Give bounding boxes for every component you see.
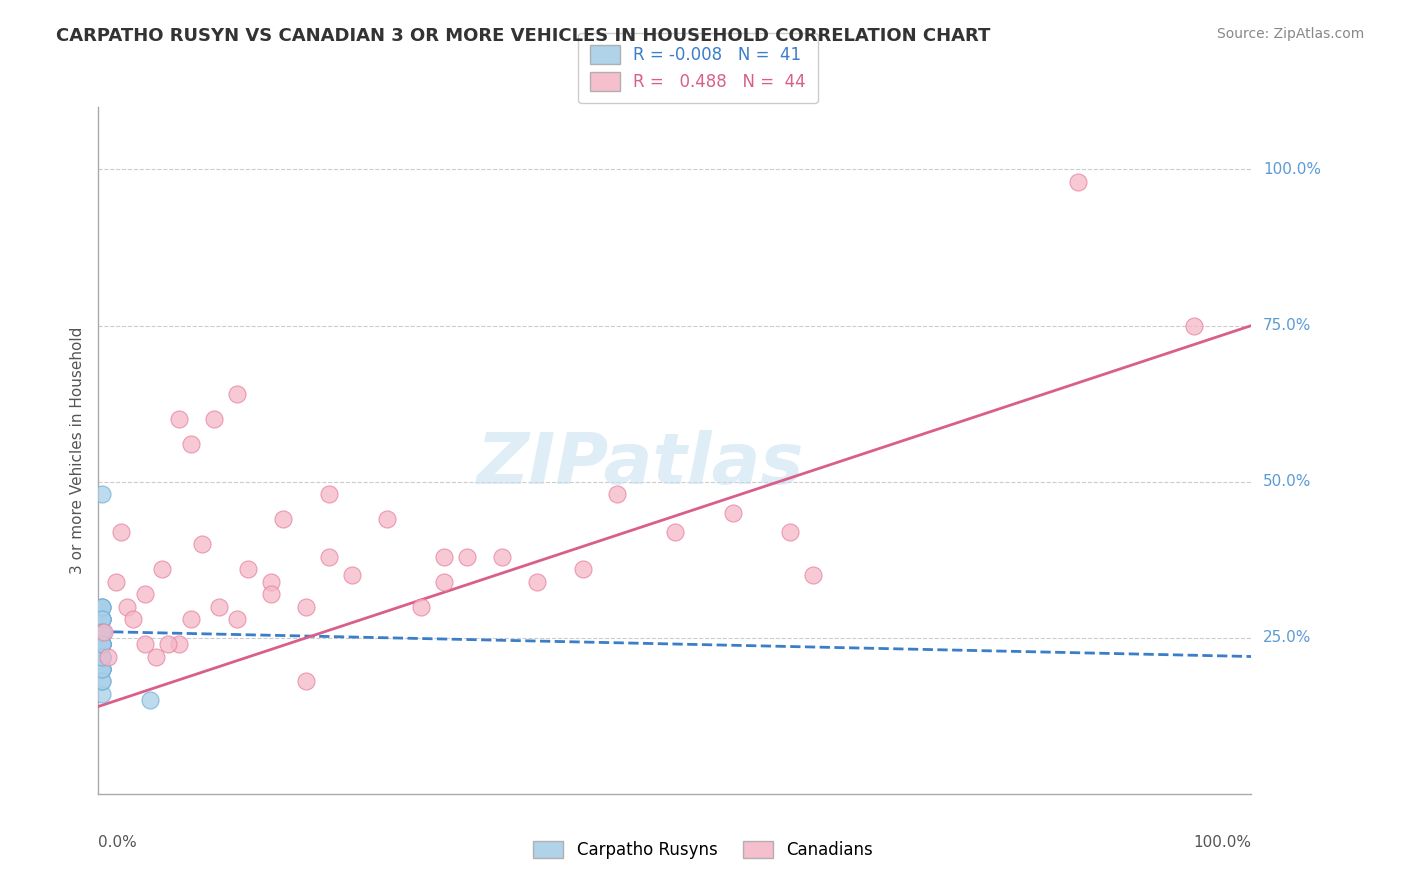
Point <box>90 662 112 676</box>
Text: CARPATHO RUSYN VS CANADIAN 3 OR MORE VEHICLES IN HOUSEHOLD CORRELATION CHART: CARPATHO RUSYN VS CANADIAN 3 OR MORE VEH… <box>56 27 991 45</box>
Point <box>90 487 112 501</box>
Point <box>90 674 112 689</box>
Point <box>779 524 801 539</box>
Point <box>90 637 112 651</box>
Point <box>90 662 112 676</box>
Point <box>90 624 112 639</box>
Text: 25.0%: 25.0% <box>1263 631 1312 645</box>
Point <box>340 568 363 582</box>
Point <box>90 637 112 651</box>
Point <box>90 624 112 639</box>
Point <box>167 637 190 651</box>
Point <box>318 549 340 564</box>
Point <box>318 487 340 501</box>
Point <box>93 624 115 639</box>
Point <box>606 487 628 501</box>
Point <box>110 524 132 539</box>
Point <box>271 512 294 526</box>
Point <box>90 599 112 614</box>
Point <box>208 599 231 614</box>
Point <box>375 512 398 526</box>
Point <box>90 674 112 689</box>
Point <box>90 662 112 676</box>
Point <box>117 599 139 614</box>
Text: ZIPatlas: ZIPatlas <box>477 430 804 499</box>
Point <box>90 624 112 639</box>
Point <box>90 624 112 639</box>
Point <box>664 524 686 539</box>
Point <box>90 612 112 626</box>
Point <box>571 562 593 576</box>
Point <box>90 612 112 626</box>
Point <box>90 637 112 651</box>
Point <box>90 649 112 664</box>
Point <box>90 687 112 701</box>
Point <box>167 412 190 426</box>
Point <box>191 537 214 551</box>
Point <box>90 612 112 626</box>
Point <box>90 612 112 626</box>
Point <box>90 637 112 651</box>
Text: 100.0%: 100.0% <box>1194 835 1251 850</box>
Point <box>295 674 318 689</box>
Point <box>90 649 112 664</box>
Point <box>180 612 202 626</box>
Point <box>433 549 456 564</box>
Point <box>225 387 247 401</box>
Point <box>90 662 112 676</box>
Point <box>433 574 456 589</box>
Point <box>156 637 179 651</box>
Point <box>90 612 112 626</box>
Point <box>150 562 173 576</box>
Legend: R = -0.008   N =  41, R =   0.488   N =  44: R = -0.008 N = 41, R = 0.488 N = 44 <box>578 33 817 103</box>
Point <box>145 649 167 664</box>
Point <box>90 624 112 639</box>
Point <box>721 506 744 520</box>
Point <box>90 624 112 639</box>
Point <box>202 412 225 426</box>
Point <box>90 637 112 651</box>
Point <box>411 599 433 614</box>
Y-axis label: 3 or more Vehicles in Household: 3 or more Vehicles in Household <box>69 326 84 574</box>
Point <box>90 637 112 651</box>
Point <box>134 587 156 601</box>
Point <box>90 649 112 664</box>
Point <box>491 549 513 564</box>
Point <box>90 662 112 676</box>
Text: 100.0%: 100.0% <box>1263 162 1320 177</box>
Point <box>801 568 824 582</box>
Point <box>456 549 478 564</box>
Point <box>238 562 260 576</box>
Point <box>526 574 548 589</box>
Text: Source: ZipAtlas.com: Source: ZipAtlas.com <box>1216 27 1364 41</box>
Legend: Carpatho Rusyns, Canadians: Carpatho Rusyns, Canadians <box>527 834 879 866</box>
Point <box>90 637 112 651</box>
Text: 0.0%: 0.0% <box>98 835 138 850</box>
Point <box>90 637 112 651</box>
Point <box>90 599 112 614</box>
Point <box>90 649 112 664</box>
Text: 50.0%: 50.0% <box>1263 475 1312 489</box>
Point <box>90 624 112 639</box>
Point <box>90 649 112 664</box>
Point <box>180 437 202 451</box>
Point <box>90 649 112 664</box>
Point <box>295 599 318 614</box>
Point <box>1182 318 1205 333</box>
Point <box>122 612 145 626</box>
Point <box>97 649 120 664</box>
Point <box>104 574 127 589</box>
Point <box>225 612 247 626</box>
Point <box>90 599 112 614</box>
Point <box>260 587 283 601</box>
Point <box>260 574 283 589</box>
Point <box>90 624 112 639</box>
Text: 75.0%: 75.0% <box>1263 318 1312 333</box>
Point <box>1067 175 1090 189</box>
Point <box>90 649 112 664</box>
Point <box>134 637 156 651</box>
Point <box>139 693 162 707</box>
